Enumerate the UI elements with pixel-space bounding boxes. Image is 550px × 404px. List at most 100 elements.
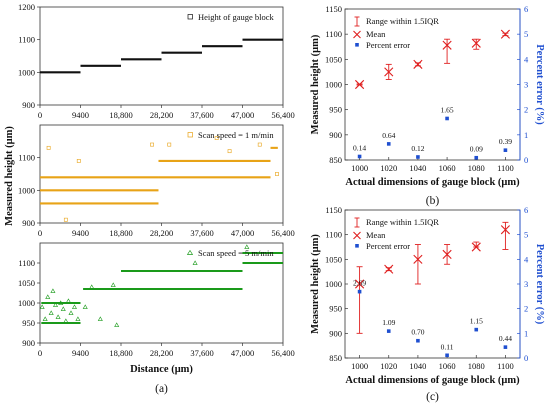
y-tick-label: 1000: [18, 67, 35, 77]
mean-marker: [354, 79, 365, 90]
y-right-tick-label: 5: [524, 230, 528, 240]
x-tick-label: 47,000: [231, 348, 254, 358]
y-tick-label: 850: [329, 155, 342, 165]
x-tick-label: 1060: [439, 361, 456, 371]
y-tick-label: 1050: [325, 54, 342, 64]
legend-label: Range within 1.5IQR: [366, 16, 439, 26]
mean-marker: [442, 249, 452, 259]
x-tick-label: 37,600: [190, 348, 213, 358]
y-right-tick-label: 3: [524, 279, 528, 289]
data-point: [46, 145, 51, 150]
data-point: [60, 306, 66, 311]
chart-a: 900 1000 1100 1200 0 9400 18,800 28,200 37,600 47…: [4, 2, 295, 395]
y-tick-label: 1000: [18, 185, 35, 195]
x-tick-label: 37,600: [190, 228, 213, 238]
y-right-tick-label: 1: [524, 328, 528, 338]
y-tick-label: 950: [22, 318, 35, 328]
legend-marker: [186, 249, 194, 255]
x-axis-label: Actual dimensions of gauge block (μm): [345, 375, 520, 386]
y-right-tick-label: 6: [524, 4, 528, 14]
legend-label: Mean: [366, 230, 386, 240]
percent-error-label: 0.09: [470, 145, 483, 154]
y-right-tick-label: 0: [524, 353, 528, 363]
percent-error-point: [386, 142, 391, 146]
legend-mean-marker: [353, 30, 361, 39]
legend-marker: [187, 14, 193, 20]
x-tick-label: 1080: [468, 163, 485, 173]
data-point: [114, 322, 120, 327]
percent-error-label: 0.44: [499, 334, 512, 343]
percent-error-point: [357, 289, 362, 294]
y-axis-label: Measured height (μm): [4, 126, 15, 226]
y-right-tick-label: 1: [524, 130, 528, 140]
x-tick-label: 56,400: [271, 228, 294, 238]
y-right-tick-label: 4: [524, 254, 529, 264]
data-point: [244, 244, 250, 249]
y-right-tick-label: 2: [524, 304, 528, 314]
y-tick-label: 1100: [325, 230, 342, 240]
y-tick-label: 950: [329, 105, 342, 115]
data-point: [89, 284, 95, 289]
y-right-axis-label: Percent error (%): [534, 44, 545, 125]
percent-error-point: [416, 155, 420, 159]
data-point: [75, 316, 81, 321]
legend-label: Scan speed = 5 m/min: [198, 248, 274, 258]
x-tick-label: 56,400: [271, 348, 294, 358]
data-point: [97, 316, 103, 321]
data-point: [257, 142, 262, 147]
x-tick-label: 18,800: [109, 228, 132, 238]
percent-error-label: 1.65: [441, 105, 454, 114]
percent-error-point: [503, 148, 508, 152]
x-tick-label: 1100: [497, 361, 514, 371]
legend-label: Scan speed = 1 m/min: [198, 130, 274, 140]
data-point: [227, 149, 232, 154]
mean-marker: [384, 67, 394, 77]
data-point: [50, 288, 56, 293]
legend-percent-marker: [355, 43, 359, 47]
x-tick-label: 1020: [380, 361, 397, 371]
mean-marker: [471, 242, 481, 252]
data-point: [214, 136, 219, 140]
data-point: [82, 304, 88, 309]
plot-frame-a3: [39, 242, 284, 344]
legend-label: Height of gauge block: [198, 12, 275, 22]
data-point: [53, 302, 59, 307]
data-point: [58, 300, 64, 305]
percent-error-label: 0.11: [441, 342, 454, 351]
data-point: [55, 314, 61, 319]
percent-error-label: 0.39: [499, 137, 512, 146]
x-tick-label: 56,400: [271, 110, 294, 120]
legend-percent-marker: [355, 244, 359, 248]
x-tick-label: 0: [38, 110, 42, 120]
y-tick-label: 1150: [325, 205, 342, 215]
y-right-axis-label: Percent error (%): [534, 244, 545, 325]
mean-marker: [413, 59, 423, 69]
percent-error-label: 0.70: [411, 328, 424, 337]
y-tick-label: 850: [329, 353, 342, 363]
y-tick-label: 900: [22, 338, 35, 348]
x-tick-label: 47,000: [231, 228, 254, 238]
y-right-tick-label: 6: [524, 205, 528, 215]
y-tick-label: 1050: [18, 278, 35, 288]
percent-error-point: [386, 329, 391, 333]
x-tick-label: 18,800: [109, 110, 132, 120]
x-tick-label: 1100: [497, 163, 514, 173]
mean-marker: [471, 38, 481, 48]
mean-marker: [413, 254, 423, 264]
data-point: [68, 310, 74, 315]
y-tick-label: 1200: [18, 2, 35, 12]
legend-label: Mean: [366, 29, 386, 39]
data-point: [192, 260, 198, 265]
x-tick-label: 0: [38, 348, 42, 358]
x-tick-label: 18,800: [109, 348, 132, 358]
data-point: [42, 316, 48, 321]
legend-label: Percent error: [366, 241, 410, 251]
x-tick-label: 1000: [351, 163, 368, 173]
x-tick-label: 1040: [409, 163, 426, 173]
x-axis-label: Actual dimensions of gauge block (μm): [345, 177, 520, 188]
legend-label: Percent error: [366, 40, 410, 50]
percent-error-point: [474, 155, 479, 160]
percent-error-label: 0.14: [353, 143, 366, 152]
y-axis-label: Measured height (μm): [310, 234, 321, 334]
